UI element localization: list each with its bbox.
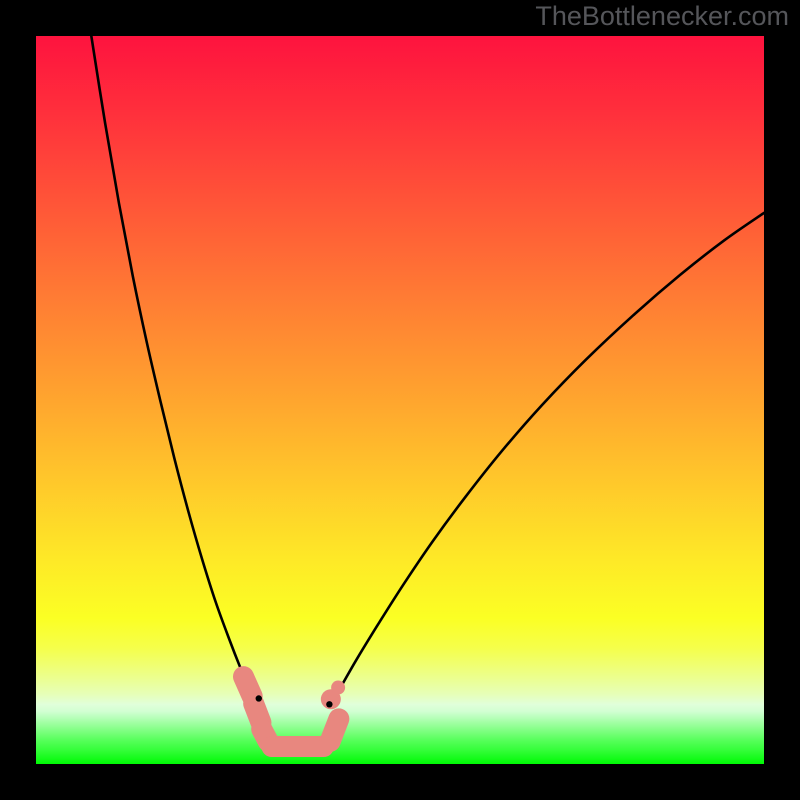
watermark-text: TheBottlenecker.com xyxy=(535,1,789,32)
worm-segment-4 xyxy=(330,719,339,742)
chart-svg xyxy=(36,36,764,764)
chart-plot-area xyxy=(36,36,764,764)
worm-segment-0 xyxy=(243,677,252,697)
curve-marker-1 xyxy=(326,701,332,707)
outer-frame: TheBottlenecker.com xyxy=(0,0,800,800)
curve-marker-0 xyxy=(256,695,262,701)
worm-dot-1 xyxy=(331,681,345,695)
chart-background-gradient xyxy=(36,36,764,764)
